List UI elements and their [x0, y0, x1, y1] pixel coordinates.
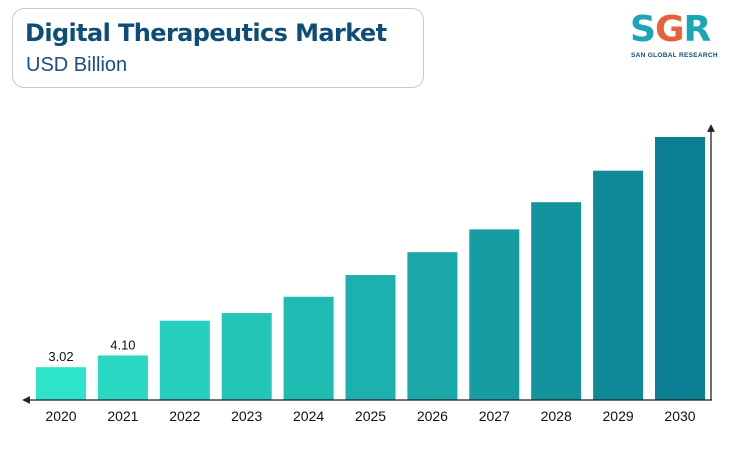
x-tick-label-2023: 2023	[231, 408, 262, 424]
x-tick-label-2030: 2030	[664, 408, 695, 424]
bar-2024	[283, 296, 334, 400]
data-labels-group: 3.02 4.10	[48, 337, 135, 364]
bars-group	[36, 136, 705, 401]
x-tick-label-2020: 2020	[45, 408, 76, 424]
x-tick-label-2022: 2022	[169, 408, 200, 424]
bar-2020	[36, 367, 86, 400]
bar-2029	[593, 170, 644, 400]
bar-2026	[407, 252, 458, 400]
x-tick-labels-group: 2020 2021 2022 2023 2024 2025 2026 2027 2028 2029…	[45, 408, 695, 424]
sgr-logo: SGR SAN GLOBAL RESEARCH	[630, 10, 725, 70]
x-tick-label-2028: 2028	[541, 408, 572, 424]
logo-letter-s: S	[630, 9, 656, 50]
data-label-2020: 3.02	[48, 349, 73, 364]
data-label-2021: 4.10	[110, 337, 135, 352]
chart-title: Digital Therapeutics Market	[25, 19, 387, 47]
logo-letter-r: R	[683, 9, 712, 50]
x-tick-label-2024: 2024	[293, 408, 324, 424]
x-tick-label-2021: 2021	[107, 408, 138, 424]
x-tick-label-2029: 2029	[603, 408, 634, 424]
x-tick-label-2027: 2027	[479, 408, 510, 424]
logo-letters: SGR	[630, 9, 712, 50]
bar-2030	[655, 136, 705, 401]
logo-tagline: SAN GLOBAL RESEARCH	[631, 52, 718, 59]
bar-2027	[469, 229, 520, 400]
logo-letter-g: G	[654, 9, 685, 50]
bar-2025	[345, 275, 396, 400]
bar-2028	[531, 202, 582, 400]
title-box: Digital Therapeutics Market USD Billion	[12, 8, 424, 88]
x-tick-label-2026: 2026	[417, 408, 448, 424]
chart-subtitle: USD Billion	[26, 54, 128, 76]
bar-2021	[97, 355, 148, 400]
bar-2022	[159, 320, 210, 400]
x-tick-label-2025: 2025	[355, 408, 386, 424]
bar-2023	[221, 313, 272, 400]
